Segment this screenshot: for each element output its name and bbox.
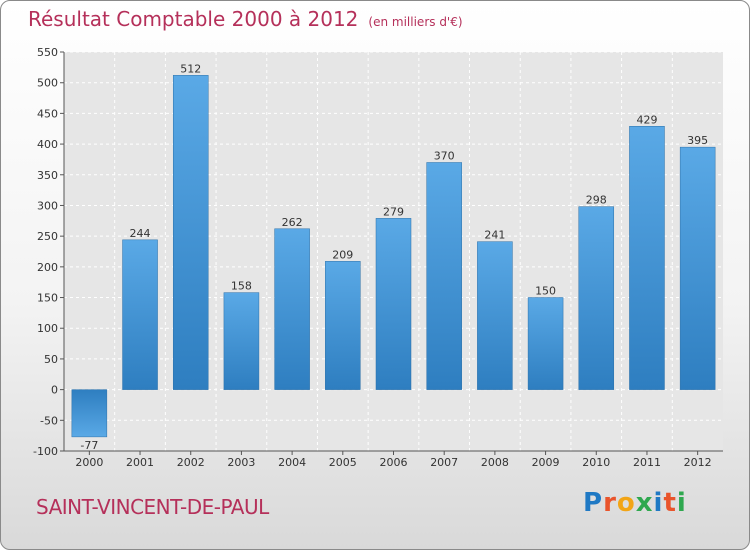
bar-2005 [325,261,361,390]
bar-2008 [477,241,513,390]
data-label-2001: 244 [130,227,151,240]
data-label-2009: 150 [535,285,556,298]
y-tick-label: 350 [37,169,58,182]
y-tick-label: -50 [40,414,58,427]
chart-title-main: Résultat Comptable 2000 à 2012 [28,7,359,31]
x-tick-label: 2003 [227,456,255,469]
data-label-2007: 370 [434,149,455,162]
data-label-2004: 262 [282,216,303,229]
data-label-2002: 512 [180,62,201,75]
x-tick-label: 2000 [75,456,103,469]
x-tick-label: 2009 [532,456,560,469]
bar-2012 [679,146,716,390]
x-tick-label: 2004 [278,456,306,469]
bar-2006 [375,218,412,390]
logo-letter: i [653,488,664,518]
data-label-2008: 241 [484,229,505,242]
logo-letter: i [676,488,687,518]
y-tick-label: 250 [37,230,58,243]
bar-2000 [71,389,108,438]
logo-letter: t [663,488,677,518]
bar-2003 [223,292,260,390]
y-tick-label: 500 [37,77,58,90]
bar-2001 [122,239,158,390]
data-labels: -77 244 512 158 262 209 279 370 241 150 298 429 395 [80,62,708,452]
data-label-2003: 158 [231,280,252,293]
chart-title: Résultat Comptable 2000 à 2012 (en millie… [28,7,463,31]
proxiti-logo: Proxiti [583,488,687,518]
logo-letter: o [616,488,636,518]
data-label-2005: 209 [332,248,353,261]
data-label-2000: -77 [80,439,98,452]
bars [71,75,716,438]
x-tick-label: 2007 [430,456,458,469]
y-tick-label: -100 [33,445,58,458]
x-tick-label: 2002 [177,456,205,469]
bar-2011 [629,126,665,390]
logo-letter: x [635,488,654,518]
town-name: SAINT-VINCENT-DE-PAUL [36,495,269,519]
y-tick-label: 400 [37,138,58,151]
data-label-2010: 298 [586,194,607,207]
x-tick-label: 2005 [329,456,357,469]
y-tick-label: 450 [37,107,58,120]
data-label-2011: 429 [636,113,657,126]
x-tick-label: 2006 [380,456,408,469]
data-label-2006: 279 [383,205,404,218]
bar-2010 [578,206,615,390]
y-tick-label: 300 [37,199,58,212]
chart-title-unit: (en milliers d'€) [368,15,463,29]
x-tick-label: 2012 [684,456,712,469]
bar-2002 [172,75,209,390]
x-tick-label: 2010 [582,456,610,469]
bar-2004 [274,228,310,390]
x-tick-label: 2001 [126,456,154,469]
y-tick-label: 550 [37,46,58,59]
bar-2007 [426,162,462,390]
x-tick-label: 2011 [633,456,661,469]
y-tick-label: 100 [37,322,58,335]
y-tick-label: 200 [37,261,58,274]
y-tick-label: 150 [37,292,58,305]
data-label-2012: 395 [687,134,708,147]
logo-letter: r [603,488,617,518]
y-tick-label: 0 [51,384,58,397]
bar-2009 [527,297,564,390]
y-tick-label: 50 [44,353,58,366]
logo-letter: P [583,488,604,518]
x-tick-label: 2008 [481,456,509,469]
axes: -100 -50 0 50 100 150 200 250 300 350 400 450 500 550… [33,46,723,469]
